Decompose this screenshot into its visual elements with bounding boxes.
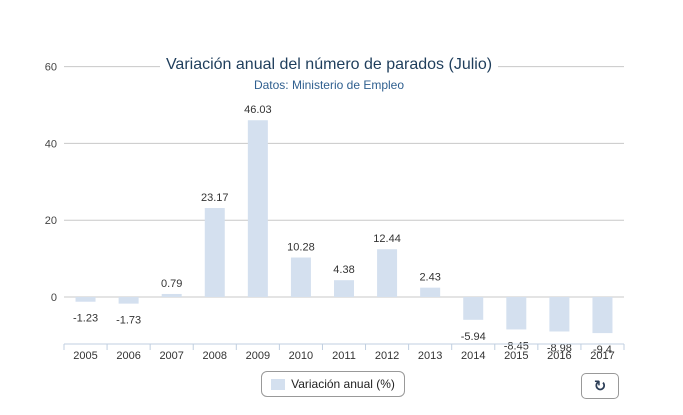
- x-tick-label: 2014: [461, 350, 485, 362]
- data-label: -1.23: [73, 313, 98, 325]
- data-label: -5.94: [461, 331, 486, 343]
- legend[interactable]: Variación anual (%): [261, 371, 405, 397]
- y-tick-label: 60: [45, 62, 57, 74]
- data-label: -1.73: [116, 315, 141, 327]
- x-tick-label: 2005: [73, 350, 97, 362]
- y-tick-label: 20: [45, 215, 57, 227]
- chart-subtitle: Datos: Ministerio de Empleo: [254, 78, 404, 92]
- data-label: 10.28: [287, 242, 315, 254]
- x-tick-label: 2011: [332, 350, 356, 362]
- y-tick-label: 0: [51, 292, 57, 304]
- data-label: 4.38: [333, 264, 354, 276]
- data-label: 2.43: [419, 272, 440, 284]
- x-tick-label: 2006: [116, 350, 140, 362]
- bar[interactable]: [118, 297, 139, 304]
- x-tick-label: 2013: [418, 350, 442, 362]
- data-label: 12.44: [373, 233, 401, 245]
- x-tick-label: 2012: [375, 350, 399, 362]
- bar[interactable]: [463, 297, 484, 320]
- bars-layer: [75, 120, 613, 334]
- bar[interactable]: [549, 297, 570, 332]
- bar[interactable]: [420, 287, 441, 297]
- labels-layer: -1.23 -1.73 0.79 23.17 46.03 10.28 4.38 12.44 2.…: [73, 104, 612, 356]
- title-background: [160, 54, 498, 74]
- data-label: 46.03: [244, 104, 272, 116]
- x-tick-label: 2009: [246, 350, 270, 362]
- x-tick-label: 2010: [289, 350, 313, 362]
- data-label: -9.4: [593, 344, 612, 356]
- bar[interactable]: [334, 280, 354, 297]
- legend-label: Variación anual (%): [291, 377, 395, 391]
- x-tick-label: 2015: [504, 350, 528, 362]
- data-label: -8.98: [547, 342, 572, 354]
- x-tick-label: 2016: [547, 350, 571, 362]
- refresh-button[interactable]: ↻: [581, 373, 619, 399]
- refresh-icon: ↻: [593, 378, 607, 395]
- chart-title: Variación anual del número de parados (J…: [166, 56, 492, 73]
- bar[interactable]: [75, 297, 96, 302]
- x-tick-label: 2008: [203, 350, 227, 362]
- y-tick-label: 40: [45, 138, 57, 150]
- legend-swatch: [271, 378, 286, 390]
- bar[interactable]: [161, 293, 182, 297]
- bar[interactable]: [377, 249, 398, 297]
- x-tick-label: 2017: [590, 350, 614, 362]
- data-label: 23.17: [201, 192, 229, 204]
- bar[interactable]: [506, 297, 527, 330]
- bar[interactable]: [290, 257, 311, 297]
- data-label: -8.45: [504, 340, 529, 352]
- x-axis: 2005 2006 2007 2008 2009 2010 2011 2012 2013 2014…: [63, 343, 625, 362]
- bar[interactable]: [204, 208, 225, 297]
- data-label: 0.79: [161, 278, 182, 290]
- bar[interactable]: [592, 297, 613, 334]
- x-tick-label: 2007: [159, 350, 183, 362]
- bar[interactable]: [247, 120, 268, 297]
